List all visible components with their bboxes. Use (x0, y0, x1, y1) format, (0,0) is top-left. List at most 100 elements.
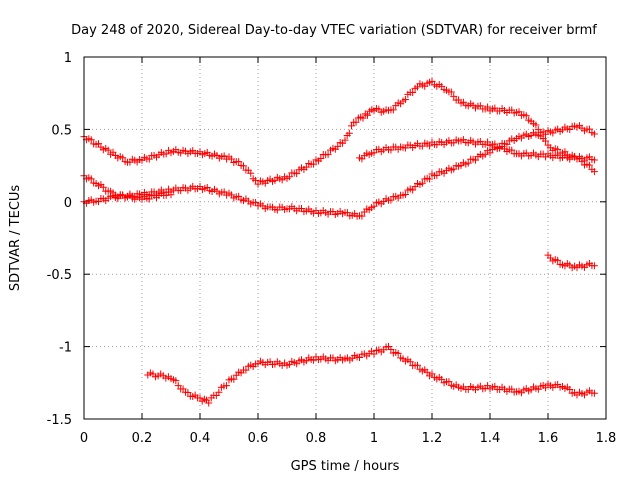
data-point (426, 175, 434, 183)
data-point (464, 159, 472, 167)
data-point (184, 389, 192, 397)
data-point (423, 368, 431, 376)
data-point (99, 183, 107, 191)
x-tick-label: 0.2 (132, 431, 153, 446)
data-point (394, 349, 402, 357)
data-points (80, 77, 598, 407)
x-tick-label: 0 (80, 431, 88, 446)
data-point (387, 345, 395, 353)
data-point (334, 142, 342, 150)
data-point (247, 169, 255, 177)
data-point (230, 375, 238, 383)
data-point (542, 137, 550, 145)
data-point (418, 179, 426, 187)
y-axis-label: SDTVAR / TECUs (8, 185, 23, 292)
data-point (352, 118, 360, 126)
data-point (414, 361, 421, 369)
series-track-c (80, 172, 175, 203)
data-point (324, 150, 332, 158)
data-point (167, 191, 175, 199)
data-point (433, 171, 441, 179)
data-point (590, 389, 598, 397)
y-tick-label: -1 (59, 341, 72, 356)
data-point (370, 202, 378, 210)
data-point (215, 388, 223, 396)
data-point (104, 146, 112, 154)
data-point (95, 140, 102, 148)
series-track-b (80, 122, 598, 220)
data-point (222, 382, 230, 390)
data-point (481, 150, 489, 158)
data-point (532, 121, 540, 129)
data-point (87, 175, 95, 183)
data-point (235, 158, 243, 166)
data-point (387, 196, 395, 204)
data-point (508, 146, 516, 154)
data-point (205, 399, 213, 407)
y-tick-label: 0.5 (51, 123, 72, 138)
data-point (358, 212, 366, 220)
data-point (172, 377, 180, 385)
x-tick-label: 1.4 (480, 431, 501, 446)
data-point (363, 111, 371, 119)
data-point (426, 142, 434, 150)
data-point (484, 138, 492, 146)
data-point (484, 103, 492, 111)
x-tick-label: 1.2 (422, 431, 443, 446)
data-point (401, 95, 409, 103)
data-point (542, 130, 550, 138)
data-point (491, 140, 499, 148)
y-tick-label: 0 (64, 196, 72, 211)
x-tick-label: 0.8 (306, 431, 327, 446)
data-point (119, 154, 127, 162)
data-point (252, 176, 260, 184)
data-point (554, 256, 562, 264)
data-point (590, 156, 598, 164)
data-point (445, 378, 453, 386)
x-axis-label: GPS time / hours (291, 459, 400, 474)
data-point (450, 92, 458, 100)
series-track-f (144, 342, 598, 407)
y-tick-label: -1.5 (47, 413, 72, 428)
data-point (409, 88, 417, 96)
data-point (566, 385, 574, 393)
data-point (285, 173, 293, 181)
data-point (585, 161, 593, 169)
data-point (515, 108, 523, 116)
x-tick-label: 0.6 (248, 431, 269, 446)
data-point (542, 384, 550, 392)
data-point (317, 155, 325, 163)
y-tick-label: 1 (64, 51, 72, 66)
x-tick-label: 1.6 (538, 431, 559, 446)
series-track-d (356, 136, 598, 164)
x-tick-label: 0.4 (190, 431, 211, 446)
data-point (293, 170, 301, 178)
data-point (348, 122, 356, 130)
data-point (242, 366, 250, 374)
data-point (590, 168, 598, 176)
data-point (590, 262, 598, 270)
series-track-e (544, 251, 598, 272)
plot-border (83, 56, 607, 420)
data-point (389, 106, 397, 114)
y-tick-label: -0.5 (47, 268, 72, 283)
data-point (240, 162, 247, 170)
data-point (87, 136, 95, 144)
data-point (590, 130, 598, 138)
data-point (235, 192, 243, 200)
grid (83, 56, 607, 420)
data-point (401, 190, 409, 198)
data-point (406, 358, 414, 366)
x-tick-label: 1 (370, 431, 378, 446)
series-track-a (80, 77, 598, 188)
x-tick-label: 1.8 (596, 431, 617, 446)
data-point (302, 163, 310, 171)
chart-title: Day 248 of 2020, Sidereal Day-to-day VTE… (71, 23, 597, 38)
data-point (428, 370, 436, 378)
data-point (310, 160, 318, 168)
tick-labels: 0 0.2 0.4 0.6 0.8 1 1.2 1.4 1.6 1.8 1 0.5 0 -0.5 -1 -1.… (47, 51, 617, 446)
data-point (447, 88, 455, 96)
data-point (522, 112, 530, 120)
data-point (359, 114, 367, 122)
